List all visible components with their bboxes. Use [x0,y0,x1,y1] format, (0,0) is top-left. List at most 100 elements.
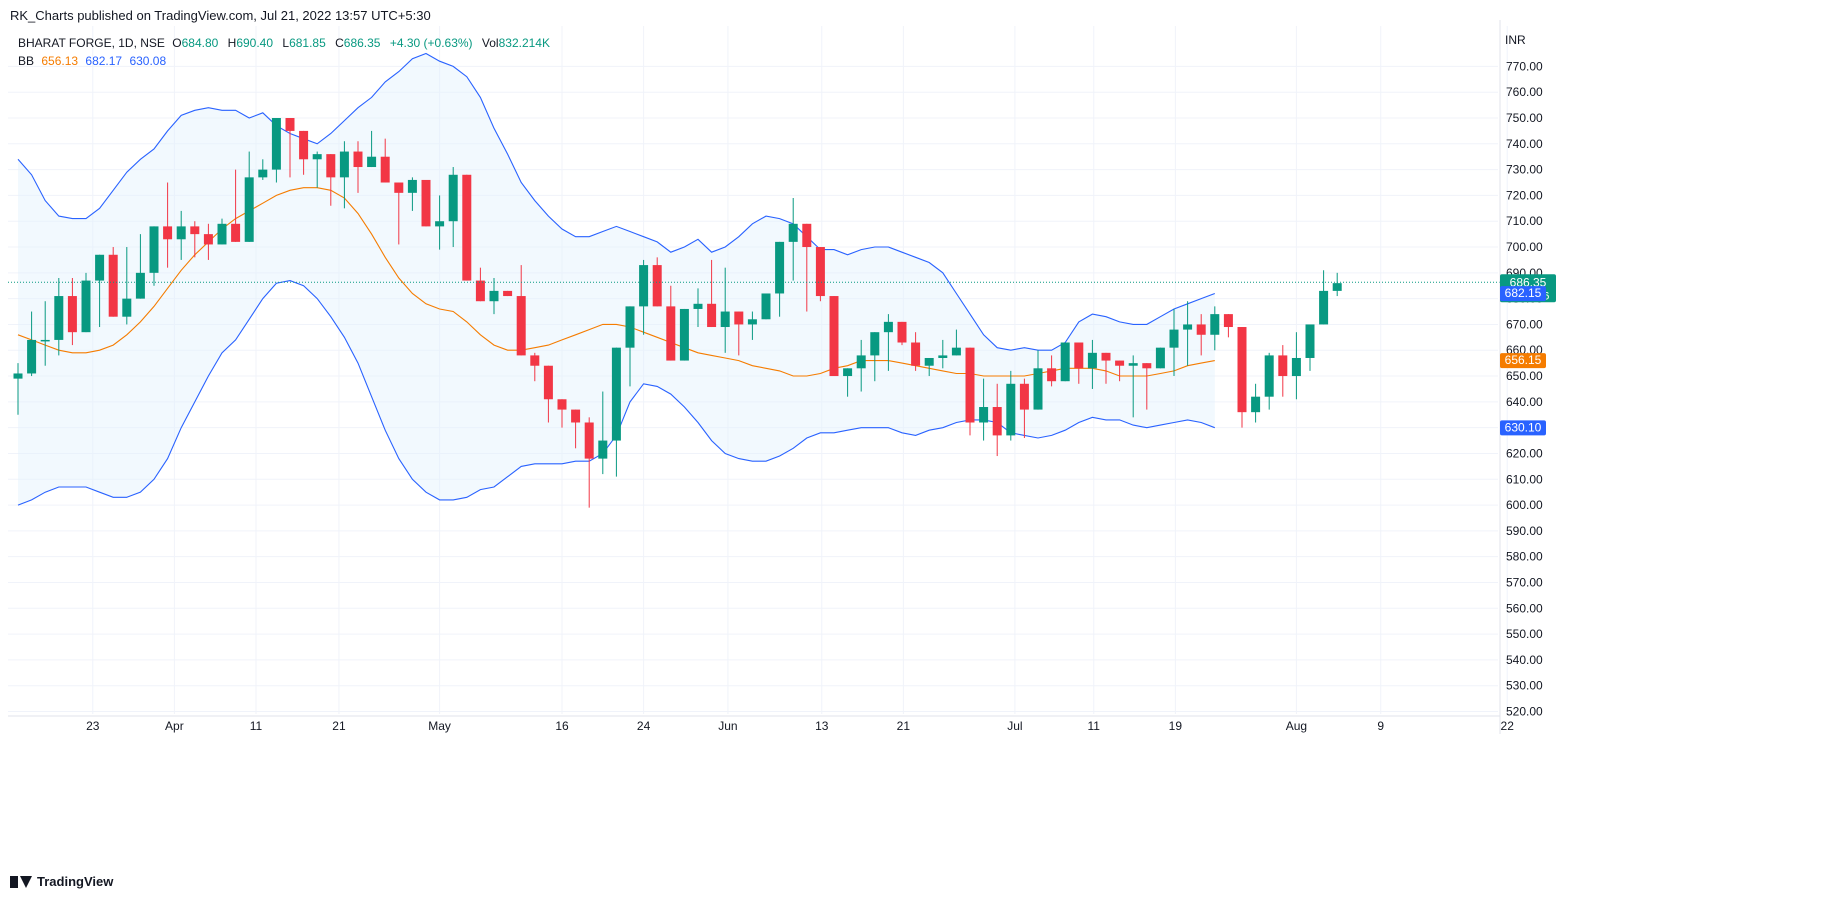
candle[interactable] [367,130,377,168]
candle[interactable] [856,339,866,392]
candle[interactable] [448,167,458,248]
candle[interactable] [1196,314,1206,356]
candle[interactable] [788,198,798,281]
candle[interactable] [1142,363,1152,410]
candle[interactable] [1128,355,1138,418]
candle[interactable] [1319,270,1329,325]
candle[interactable] [1169,308,1179,377]
candle[interactable] [54,277,64,356]
candle[interactable] [815,247,825,302]
candle[interactable] [1060,342,1070,382]
candle[interactable] [122,247,132,325]
candle[interactable] [598,391,608,475]
candle[interactable] [1183,301,1193,366]
candle[interactable] [1115,360,1125,382]
candle[interactable] [979,378,989,441]
candle[interactable] [203,223,213,260]
candle[interactable] [584,417,594,508]
candle[interactable] [1019,378,1029,438]
candle[interactable] [1047,355,1057,387]
candle[interactable] [761,293,771,320]
candle[interactable] [897,321,907,346]
candle[interactable] [883,314,893,371]
candle[interactable] [421,179,431,227]
candle[interactable] [339,141,349,209]
candle[interactable] [530,352,540,382]
candle[interactable] [679,308,689,361]
candle[interactable] [217,218,227,245]
candle[interactable] [571,409,581,449]
candle[interactable] [271,118,281,183]
candle[interactable] [802,223,812,312]
candle[interactable] [924,357,934,377]
price-axis[interactable]: INR 520.00 530.00 540.00 550.00 560.00 570.00 5… [1499,20,1543,734]
candle[interactable] [95,254,105,328]
candle[interactable] [639,259,649,335]
candle[interactable] [1264,352,1274,410]
candle[interactable] [258,159,268,180]
candle[interactable] [149,226,159,286]
candle[interactable] [775,241,785,317]
candle[interactable] [163,182,173,268]
candle[interactable] [244,151,254,242]
candle[interactable] [394,182,404,245]
candle[interactable] [435,195,445,250]
candle[interactable] [1210,306,1220,351]
candle[interactable] [503,290,513,297]
candle[interactable] [693,288,703,328]
candle[interactable] [557,399,567,428]
candle[interactable] [1251,383,1261,423]
candle[interactable] [625,306,635,387]
candle[interactable] [843,368,853,397]
candle[interactable] [611,347,621,477]
candle[interactable] [475,267,485,302]
candle[interactable] [1006,370,1016,441]
candle[interactable] [1332,272,1342,297]
candle[interactable] [1087,339,1097,389]
candle[interactable] [27,311,37,377]
candle[interactable] [965,347,975,436]
candle[interactable] [299,130,309,175]
candle[interactable] [1033,350,1043,410]
candle[interactable] [13,363,23,415]
candle[interactable] [326,154,336,206]
candle[interactable] [190,221,200,258]
candle[interactable] [1278,345,1288,397]
candle[interactable] [285,118,295,178]
candle[interactable] [543,365,553,423]
candle[interactable] [312,151,322,188]
candle[interactable] [176,210,186,260]
candle[interactable] [516,265,526,356]
time-axis[interactable]: 23 Apr 11 21 May 16 24 Jun 13 21 Jul 11 19 Aug 9 22 [8,715,1514,733]
candle[interactable] [231,169,241,242]
candle[interactable] [489,277,499,315]
symbol-title[interactable]: BHARAT FORGE, 1D, NSE [18,36,165,50]
candle[interactable] [951,329,961,356]
candle[interactable] [938,339,948,369]
candle[interactable] [40,301,50,366]
candle[interactable] [1305,324,1315,371]
candle[interactable] [707,259,717,328]
candle[interactable] [380,138,390,183]
candle[interactable] [870,332,880,382]
candle[interactable] [1237,327,1247,428]
candle[interactable] [462,174,472,281]
candle[interactable] [81,272,91,333]
candle[interactable] [1291,332,1301,400]
candle[interactable] [992,383,1002,457]
candlestick-series[interactable] [13,118,1342,508]
candle[interactable] [67,277,77,346]
candle[interactable] [666,285,676,361]
candle[interactable] [1223,314,1233,338]
candle[interactable] [911,332,921,371]
candle[interactable] [1155,347,1165,369]
tradingview-brand[interactable]: TradingView [10,874,113,889]
candle[interactable] [734,311,744,356]
candle[interactable] [747,311,757,340]
candle[interactable] [829,296,839,377]
candle[interactable] [1074,342,1084,384]
candle[interactable] [1101,352,1111,384]
candle[interactable] [652,257,662,307]
candle[interactable] [353,141,363,193]
